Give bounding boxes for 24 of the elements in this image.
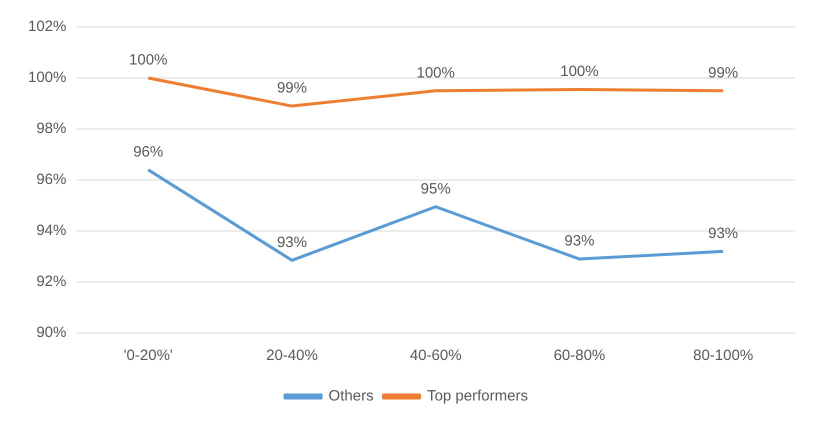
y-tick-label: 92% bbox=[36, 273, 66, 290]
data-label: 95% bbox=[420, 180, 451, 198]
legend-label: Top performers bbox=[427, 388, 528, 405]
y-tick-label: 98% bbox=[36, 120, 66, 138]
data-label: 93% bbox=[708, 225, 738, 242]
data-label: 93% bbox=[276, 234, 307, 251]
x-tick-label: 60-80% bbox=[554, 347, 606, 364]
data-label: 100% bbox=[416, 64, 455, 82]
y-tick-label: 94% bbox=[36, 222, 66, 240]
x-tick-label: 80-100% bbox=[693, 347, 754, 364]
x-tick-label: 20-40% bbox=[266, 347, 318, 364]
y-tick-label: 96% bbox=[36, 171, 66, 188]
x-tick-label: '0-20%' bbox=[124, 347, 173, 364]
y-tick-label: 90% bbox=[36, 324, 66, 342]
data-label: 100% bbox=[560, 63, 599, 80]
data-label: 93% bbox=[564, 232, 594, 250]
legend-label: Others bbox=[328, 388, 374, 405]
data-label: 100% bbox=[129, 52, 168, 69]
y-tick-label: 102% bbox=[28, 18, 66, 36]
x-tick-label: 40-60% bbox=[410, 347, 462, 364]
data-label: 96% bbox=[133, 143, 164, 160]
data-label: 99% bbox=[276, 80, 307, 97]
data-label: 99% bbox=[708, 64, 738, 82]
y-tick-label: 100% bbox=[28, 69, 66, 86]
